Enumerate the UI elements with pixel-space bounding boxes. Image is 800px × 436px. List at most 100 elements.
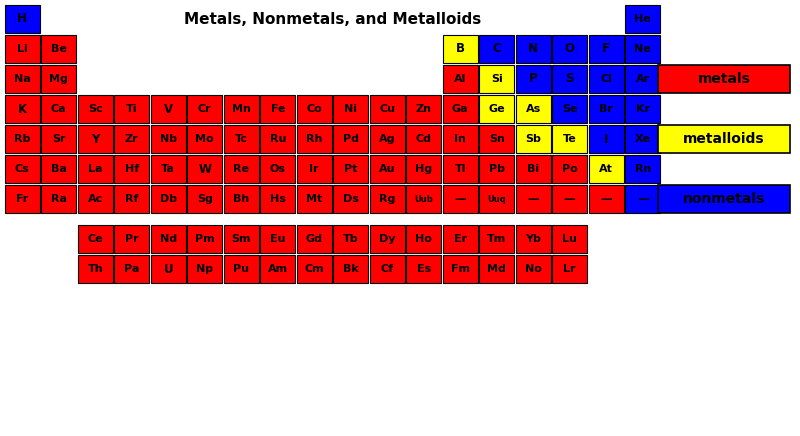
FancyBboxPatch shape (626, 155, 660, 183)
FancyBboxPatch shape (297, 125, 332, 153)
FancyBboxPatch shape (78, 155, 113, 183)
Text: Bh: Bh (233, 194, 250, 204)
FancyBboxPatch shape (552, 155, 587, 183)
Text: Ce: Ce (87, 234, 103, 244)
Text: metalloids: metalloids (683, 132, 765, 146)
FancyBboxPatch shape (442, 35, 478, 63)
Text: B: B (456, 42, 465, 55)
FancyBboxPatch shape (260, 185, 295, 213)
FancyBboxPatch shape (479, 255, 514, 283)
FancyBboxPatch shape (260, 95, 295, 123)
FancyBboxPatch shape (334, 95, 368, 123)
FancyBboxPatch shape (589, 35, 624, 63)
Text: Sr: Sr (52, 134, 66, 144)
Text: Xe: Xe (635, 134, 650, 144)
FancyBboxPatch shape (42, 125, 76, 153)
Text: Gd: Gd (306, 234, 322, 244)
Text: Cf: Cf (381, 264, 394, 274)
FancyBboxPatch shape (516, 225, 550, 253)
FancyBboxPatch shape (370, 125, 405, 153)
Text: Ca: Ca (51, 104, 66, 114)
FancyBboxPatch shape (370, 225, 405, 253)
Text: P: P (529, 72, 538, 85)
Text: Metals, Nonmetals, and Metalloids: Metals, Nonmetals, and Metalloids (184, 11, 481, 27)
FancyBboxPatch shape (297, 185, 332, 213)
FancyBboxPatch shape (187, 255, 222, 283)
Text: Ba: Ba (51, 164, 66, 174)
FancyBboxPatch shape (442, 225, 478, 253)
Text: Mo: Mo (195, 134, 214, 144)
FancyBboxPatch shape (442, 255, 478, 283)
FancyBboxPatch shape (5, 185, 40, 213)
FancyBboxPatch shape (479, 225, 514, 253)
Text: Se: Se (562, 104, 578, 114)
FancyBboxPatch shape (187, 125, 222, 153)
Text: Cl: Cl (600, 74, 612, 84)
FancyBboxPatch shape (479, 65, 514, 93)
Text: W: W (198, 163, 211, 176)
FancyBboxPatch shape (516, 155, 550, 183)
Text: Yb: Yb (526, 234, 541, 244)
Text: Kr: Kr (636, 104, 650, 114)
FancyBboxPatch shape (114, 155, 150, 183)
FancyBboxPatch shape (334, 125, 368, 153)
Text: Co: Co (306, 104, 322, 114)
Text: Ne: Ne (634, 44, 651, 54)
Text: Pb: Pb (489, 164, 505, 174)
FancyBboxPatch shape (406, 225, 442, 253)
Text: Be: Be (51, 44, 66, 54)
Text: As: As (526, 104, 541, 114)
FancyBboxPatch shape (626, 185, 660, 213)
FancyBboxPatch shape (334, 255, 368, 283)
Text: Sm: Sm (231, 234, 251, 244)
FancyBboxPatch shape (78, 225, 113, 253)
FancyBboxPatch shape (114, 95, 150, 123)
FancyBboxPatch shape (78, 125, 113, 153)
FancyBboxPatch shape (187, 95, 222, 123)
FancyBboxPatch shape (626, 95, 660, 123)
Text: C: C (492, 42, 501, 55)
FancyBboxPatch shape (150, 225, 186, 253)
Text: Es: Es (417, 264, 431, 274)
FancyBboxPatch shape (406, 185, 442, 213)
FancyBboxPatch shape (224, 185, 258, 213)
FancyBboxPatch shape (297, 255, 332, 283)
Text: Pu: Pu (234, 264, 250, 274)
FancyBboxPatch shape (42, 185, 76, 213)
Text: Uub: Uub (414, 194, 433, 204)
Text: Fr: Fr (16, 194, 28, 204)
FancyBboxPatch shape (516, 255, 550, 283)
FancyBboxPatch shape (42, 155, 76, 183)
Text: Pm: Pm (195, 234, 214, 244)
FancyBboxPatch shape (78, 185, 113, 213)
Text: Ti: Ti (126, 104, 138, 114)
Text: Os: Os (270, 164, 286, 174)
Text: Nd: Nd (160, 234, 177, 244)
Text: Nb: Nb (160, 134, 177, 144)
FancyBboxPatch shape (406, 255, 442, 283)
Text: Dy: Dy (379, 234, 395, 244)
Text: Md: Md (487, 264, 506, 274)
FancyBboxPatch shape (552, 95, 587, 123)
FancyBboxPatch shape (516, 125, 550, 153)
FancyBboxPatch shape (406, 125, 442, 153)
Text: Mt: Mt (306, 194, 322, 204)
Text: —: — (564, 193, 576, 205)
FancyBboxPatch shape (626, 125, 660, 153)
FancyBboxPatch shape (552, 125, 587, 153)
Text: U: U (163, 262, 173, 276)
FancyBboxPatch shape (370, 95, 405, 123)
FancyBboxPatch shape (224, 95, 258, 123)
Text: Na: Na (14, 74, 30, 84)
FancyBboxPatch shape (658, 65, 790, 93)
Text: Sb: Sb (526, 134, 541, 144)
Text: Hs: Hs (270, 194, 286, 204)
FancyBboxPatch shape (5, 35, 40, 63)
Text: Pt: Pt (344, 164, 358, 174)
FancyBboxPatch shape (42, 35, 76, 63)
FancyBboxPatch shape (150, 185, 186, 213)
Text: Hf: Hf (125, 164, 139, 174)
FancyBboxPatch shape (479, 35, 514, 63)
FancyBboxPatch shape (658, 125, 790, 153)
FancyBboxPatch shape (589, 155, 624, 183)
